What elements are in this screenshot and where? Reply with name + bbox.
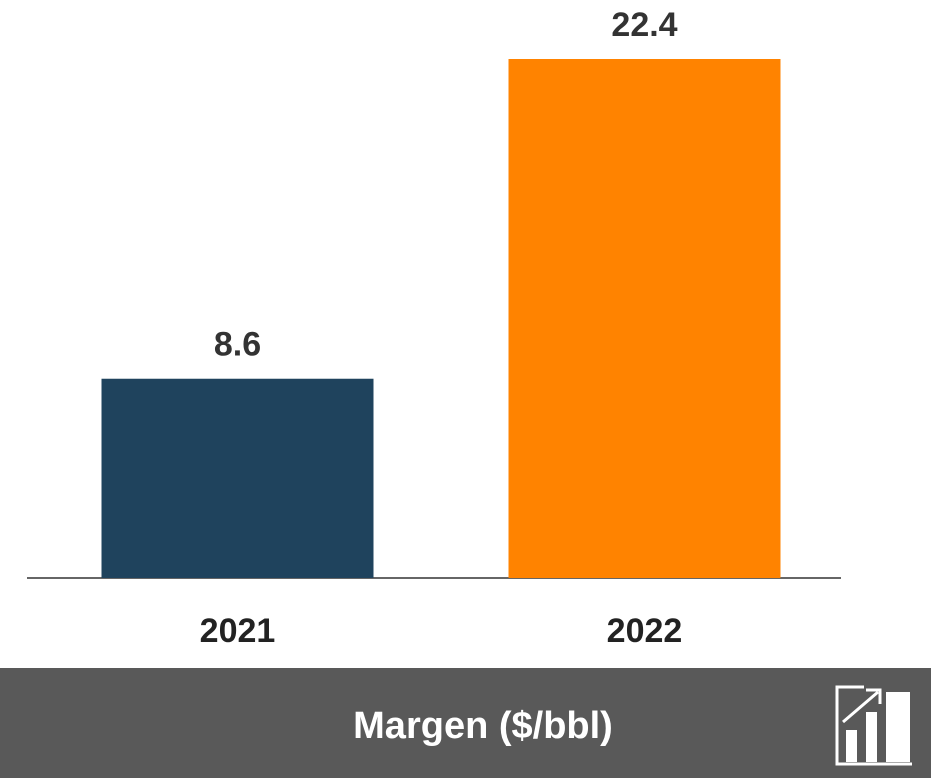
bar <box>508 59 781 578</box>
title-banner <box>0 668 931 778</box>
chart-title: Margen ($/bbl) <box>353 705 613 747</box>
chart-icon <box>835 685 912 766</box>
x-tick-label: 2021 <box>200 612 276 650</box>
value-label: 22.4 <box>611 6 677 44</box>
x-tick-label: 2022 <box>607 612 683 650</box>
bar <box>101 378 374 578</box>
value-label: 8.6 <box>214 326 261 364</box>
